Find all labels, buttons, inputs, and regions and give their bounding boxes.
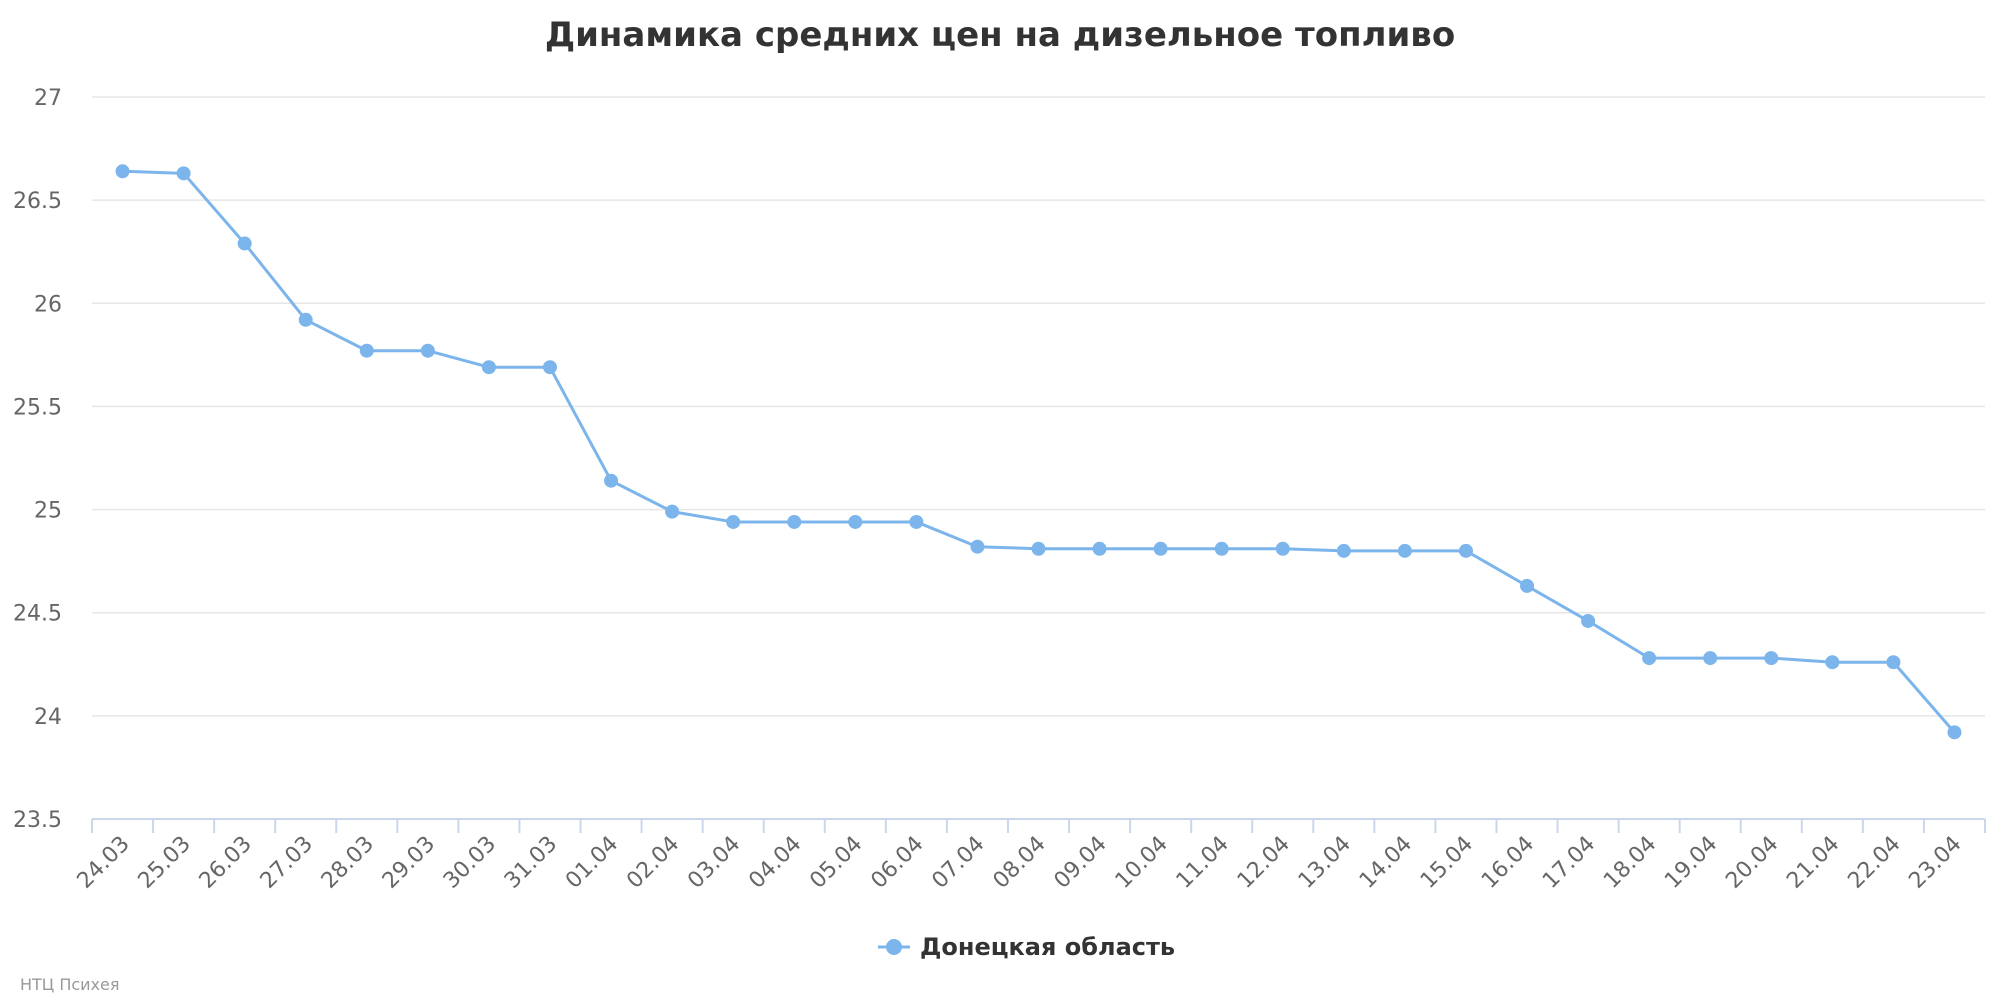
x-tick-label: 16.04	[1477, 832, 1539, 894]
x-tick-label: 07.04	[927, 832, 989, 894]
x-tick-label: 15.04	[1416, 832, 1478, 894]
x-tick-label: 02.04	[622, 832, 684, 894]
x-tick-label: 09.04	[1050, 832, 1112, 894]
data-point[interactable]	[176, 166, 191, 181]
y-tick-label: 23.5	[13, 808, 62, 833]
x-tick-label: 24.03	[73, 832, 135, 894]
x-axis: 24.0325.0326.0327.0328.0329.0330.0331.03…	[73, 818, 1986, 894]
data-point[interactable]	[481, 360, 496, 375]
x-tick-label: 30.03	[439, 832, 501, 894]
data-point[interactable]	[1825, 655, 1840, 670]
x-tick-label: 14.04	[1355, 832, 1417, 894]
legend[interactable]: Донецкая область	[878, 933, 1175, 961]
x-tick-label: 21.04	[1782, 832, 1844, 894]
data-point[interactable]	[787, 514, 802, 529]
data-point[interactable]	[1031, 541, 1046, 556]
y-tick-label: 26	[34, 292, 62, 317]
x-tick-label: 10.04	[1111, 832, 1173, 894]
chart-title: Динамика средних цен на дизельное топлив…	[545, 15, 1455, 55]
x-tick-label: 17.04	[1538, 832, 1600, 894]
data-point[interactable]	[359, 343, 374, 358]
data-point[interactable]	[115, 164, 130, 179]
data-point[interactable]	[604, 473, 619, 488]
x-tick-label: 08.04	[989, 832, 1051, 894]
x-tick-label: 05.04	[805, 832, 867, 894]
grid-lines	[92, 96, 1985, 717]
x-tick-label: 04.04	[744, 832, 806, 894]
data-point[interactable]	[237, 236, 252, 251]
legend-marker	[886, 939, 902, 955]
data-point[interactable]	[542, 360, 557, 375]
y-tick-label: 24	[34, 705, 62, 730]
data-point[interactable]	[1336, 543, 1351, 558]
data-point[interactable]	[1092, 541, 1107, 556]
data-point[interactable]	[420, 343, 435, 358]
y-tick-label: 25	[34, 499, 62, 524]
data-point[interactable]	[1214, 541, 1229, 556]
x-tick-label: 20.04	[1721, 832, 1783, 894]
data-point[interactable]	[726, 514, 741, 529]
legend-label[interactable]: Донецкая область	[920, 933, 1175, 961]
data-point[interactable]	[1642, 651, 1657, 666]
data-point[interactable]	[1703, 651, 1718, 666]
x-tick-label: 01.04	[561, 832, 623, 894]
x-tick-label: 12.04	[1233, 832, 1295, 894]
data-point[interactable]	[1947, 725, 1962, 740]
x-tick-label: 31.03	[500, 832, 562, 894]
x-tick-label: 25.03	[134, 832, 196, 894]
data-point[interactable]	[1764, 651, 1779, 666]
y-tick-label: 26.5	[13, 189, 62, 214]
data-point[interactable]	[1520, 578, 1535, 593]
x-tick-label: 19.04	[1660, 832, 1722, 894]
data-point[interactable]	[665, 504, 680, 519]
x-tick-label: 18.04	[1599, 832, 1661, 894]
x-tick-label: 03.04	[683, 832, 745, 894]
credit-text[interactable]: НТЦ Психея	[20, 975, 119, 994]
data-point[interactable]	[1886, 655, 1901, 670]
x-tick-label: 23.04	[1904, 832, 1966, 894]
x-tick-label: 27.03	[256, 832, 318, 894]
y-tick-label: 24.5	[13, 602, 62, 627]
x-tick-label: 22.04	[1843, 832, 1905, 894]
x-tick-label: 11.04	[1172, 832, 1234, 894]
y-axis-labels: 23.5 24 24.5 25 25.5 26 26.5 27	[13, 86, 62, 833]
x-tick-label: 28.03	[317, 832, 379, 894]
x-tick-label: 29.03	[378, 832, 440, 894]
data-point[interactable]	[909, 514, 924, 529]
data-point[interactable]	[1581, 613, 1596, 628]
x-tick-label: 26.03	[195, 832, 257, 894]
data-point[interactable]	[970, 539, 985, 554]
data-point[interactable]	[1275, 541, 1290, 556]
x-tick-label: 13.04	[1294, 832, 1356, 894]
data-point[interactable]	[298, 312, 313, 327]
data-point[interactable]	[848, 514, 863, 529]
data-point[interactable]	[1153, 541, 1168, 556]
y-tick-label: 25.5	[13, 395, 62, 420]
series-layer	[115, 164, 1962, 740]
data-point[interactable]	[1458, 543, 1473, 558]
series-line	[122, 169, 1956, 734]
x-tick-label: 06.04	[866, 832, 928, 894]
data-point[interactable]	[1397, 543, 1412, 558]
y-tick-label: 27	[34, 86, 62, 111]
